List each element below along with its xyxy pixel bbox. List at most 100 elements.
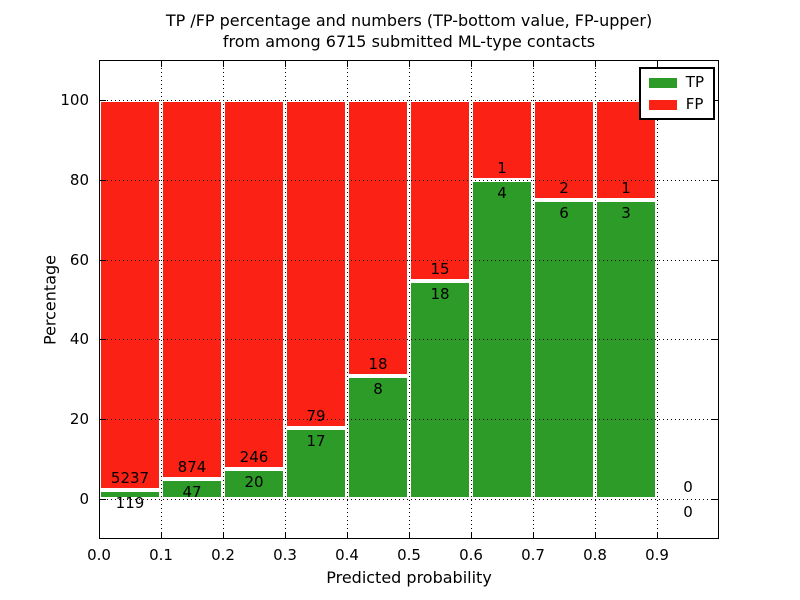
fp-count-label: 0 — [683, 478, 693, 497]
tp-count-label: 4 — [497, 183, 507, 202]
tp-bar-segment — [595, 199, 657, 500]
tp-count-label: 0 — [683, 503, 693, 522]
x-tick-label: 0.1 — [149, 546, 173, 564]
x-tick-mark-top — [99, 61, 100, 67]
legend-label-fp: FP — [685, 95, 704, 113]
tp-count-label: 3 — [621, 203, 631, 222]
tp-count-label: 18 — [430, 285, 450, 304]
y-tick-label: 100 — [60, 90, 89, 109]
fp-count-label: 1 — [497, 158, 507, 177]
tp-bar-segment — [347, 376, 409, 500]
legend-item-fp: FP — [648, 95, 704, 113]
y-tick-mark — [100, 499, 106, 501]
fp-bar-segment — [595, 99, 657, 200]
x-tick-mark-top — [471, 61, 472, 67]
y-tick-mark-right — [712, 259, 718, 261]
x-tick-mark — [285, 532, 286, 538]
tp-count-label: 20 — [244, 473, 264, 492]
tp-count-label: 17 — [306, 432, 326, 451]
x-tick-label: 0.5 — [397, 546, 421, 564]
x-gridline — [471, 60, 472, 539]
fp-bar-segment — [409, 99, 471, 282]
tp-bar-segment — [161, 478, 223, 500]
fp-bar-segment — [161, 99, 223, 479]
fp-bar-segment — [533, 99, 595, 200]
tp-count-label: 119 — [115, 494, 145, 513]
x-tick-mark — [347, 532, 348, 538]
x-tick-label: 0.4 — [335, 546, 359, 564]
y-tick-mark-right — [712, 179, 718, 181]
y-tick-mark-right — [712, 419, 718, 421]
x-gridline — [223, 60, 224, 539]
y-tick-label: 20 — [69, 410, 89, 429]
y-axis-label: Percentage — [40, 254, 60, 346]
x-tick-mark — [533, 532, 534, 538]
x-tick-mark — [657, 532, 658, 538]
x-gridline — [285, 60, 286, 539]
tp-count-label: 8 — [373, 380, 383, 399]
x-gridline — [595, 60, 596, 539]
x-tick-mark — [471, 532, 472, 538]
x-axis-label: Predicted probability — [326, 568, 492, 587]
chart-title-line2: from among 6715 submitted ML-type contac… — [222, 32, 596, 51]
x-gridline — [657, 60, 658, 539]
y-tick-mark-right — [712, 499, 718, 501]
x-tick-label: 0.7 — [521, 546, 545, 564]
y-tick-label: 0 — [79, 490, 89, 509]
x-gridline — [161, 60, 162, 539]
fp-legend-swatch-icon — [648, 99, 677, 110]
fp-count-label: 874 — [177, 457, 207, 476]
x-tick-mark-top — [409, 61, 410, 67]
y-tick-mark — [100, 419, 106, 421]
x-tick-mark-top — [223, 61, 224, 67]
x-tick-label: 0.6 — [459, 546, 483, 564]
tp-legend-swatch-icon — [648, 77, 677, 88]
tp-count-label: 47 — [182, 482, 202, 501]
fp-count-label: 79 — [306, 407, 326, 426]
x-tick-mark-top — [347, 61, 348, 67]
chart-title: TP /FP percentage and numbers (TP-bottom… — [99, 10, 719, 52]
fp-count-label: 5237 — [110, 469, 150, 488]
x-tick-mark — [99, 532, 100, 538]
chart-title-line1: TP /FP percentage and numbers (TP-bottom… — [165, 11, 653, 30]
x-tick-label: 0.8 — [583, 546, 607, 564]
tp-bar-segment — [409, 281, 471, 500]
x-tick-mark-top — [285, 61, 286, 67]
x-tick-mark-top — [161, 61, 162, 67]
y-tick-label: 80 — [69, 170, 89, 189]
tp-bar-segment — [223, 469, 285, 500]
x-tick-mark-top — [533, 61, 534, 67]
plot-area: TP FP 5237 119 874 47 246 20 79 17 18 8 15 18 1 4 2 6 1 3… — [60, 60, 719, 564]
y-tick-mark — [100, 179, 106, 181]
fp-bar-segment — [347, 99, 409, 377]
fp-count-label: 18 — [368, 355, 388, 374]
x-gridline — [533, 60, 534, 539]
x-tick-label: 0.0 — [87, 546, 111, 564]
fp-count-label: 246 — [239, 448, 269, 467]
x-tick-label: 0.9 — [645, 546, 669, 564]
fp-count-label: 1 — [621, 178, 631, 197]
fp-bar-segment — [285, 99, 347, 429]
x-gridline — [347, 60, 348, 539]
fp-bar-segment — [99, 99, 161, 491]
x-tick-mark-top — [595, 61, 596, 67]
y-tick-mark — [100, 339, 106, 341]
x-tick-mark — [223, 532, 224, 538]
x-tick-mark — [161, 532, 162, 538]
x-tick-label: 0.2 — [211, 546, 235, 564]
y-tick-mark — [100, 259, 106, 261]
fp-count-label: 2 — [559, 178, 569, 197]
tp-bar-segment — [533, 199, 595, 500]
y-tick-mark — [100, 99, 106, 101]
fp-count-label: 15 — [430, 260, 450, 279]
x-tick-label: 0.3 — [273, 546, 297, 564]
tp-count-label: 6 — [559, 203, 569, 222]
y-tick-label: 40 — [69, 330, 89, 349]
tp-bar-segment — [285, 428, 347, 500]
y-tick-mark-right — [712, 99, 718, 101]
x-tick-mark-top — [657, 61, 658, 67]
legend-label-tp: TP — [685, 73, 704, 91]
legend-item-tp: TP — [648, 73, 704, 91]
y-tick-label: 60 — [69, 250, 89, 269]
